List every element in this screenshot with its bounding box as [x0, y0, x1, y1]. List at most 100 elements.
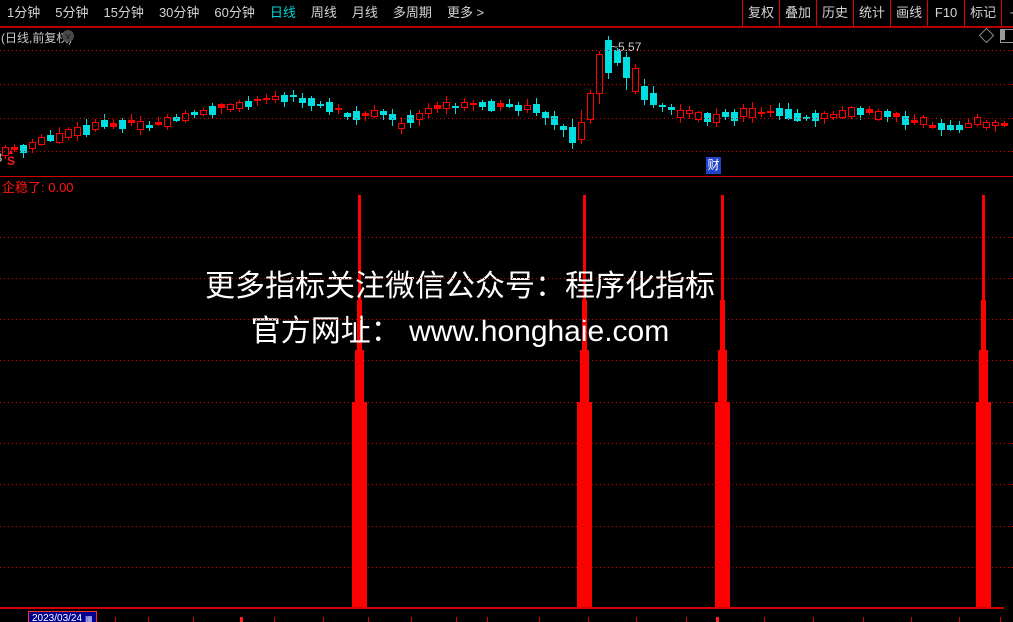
period-toolbar-left: 1分钟 5分钟 15分钟 30分钟 60分钟 日线 周线 月线 多周期 更多 >: [4, 0, 487, 26]
candle-body: [965, 123, 972, 128]
period-tab-5分钟[interactable]: 5分钟: [55, 5, 89, 20]
tool-button-历史[interactable]: 历史: [816, 0, 853, 26]
tool-button-画线[interactable]: 画线: [890, 0, 927, 26]
chart-period-title: (日线,前复权): [1, 31, 73, 45]
tool-button-标记[interactable]: 标记: [964, 0, 1001, 26]
candle-body: [740, 108, 747, 117]
candle-body: [794, 113, 801, 121]
axis-tick: [274, 617, 275, 622]
candle-body: [596, 54, 603, 94]
chevron-down-icon[interactable]: v: [62, 30, 74, 42]
candle-wick: [158, 117, 159, 126]
candle-body: [452, 106, 459, 108]
gridline: [0, 118, 1013, 119]
candle-body: [659, 105, 666, 107]
candle-body: [209, 106, 216, 115]
candle-body: [461, 102, 468, 108]
candle-body: [614, 50, 621, 63]
candle-body: [56, 133, 63, 143]
tool-button-F10[interactable]: F10: [927, 0, 964, 26]
axis-tick: [411, 617, 412, 622]
period-tab-更多>[interactable]: 更多 >: [446, 5, 485, 20]
candle-body: [272, 96, 279, 100]
tool-button-叠加[interactable]: 叠加: [779, 0, 816, 26]
candle-wick: [896, 112, 897, 122]
candle-body: [119, 120, 126, 129]
candle-body: [947, 125, 954, 130]
gridline: [0, 84, 1013, 85]
candle-body: [263, 98, 270, 100]
period-tab-日线[interactable]: 日线: [269, 5, 296, 20]
gridline: [0, 402, 1013, 403]
candle-body: [308, 98, 315, 106]
candle-body: [173, 117, 180, 121]
period-tab-月线[interactable]: 月线: [351, 5, 378, 20]
candle-body: [542, 112, 549, 118]
calendar-icon: ▦: [85, 614, 93, 622]
candle-body: [65, 129, 72, 138]
candle-body: [380, 111, 387, 115]
candle-body: [281, 95, 288, 102]
candle-body: [398, 123, 405, 129]
candle-body: [695, 112, 702, 120]
candle-body: [587, 93, 594, 120]
candle-body: [83, 125, 90, 135]
candle-body: [326, 102, 333, 112]
period-tab-15分钟[interactable]: 15分钟: [103, 5, 144, 20]
gridline: [0, 567, 1013, 568]
candle-body: [569, 127, 576, 143]
gridline: [0, 50, 1013, 51]
candle-body: [47, 135, 54, 141]
axis-tick: [686, 617, 687, 622]
axis-tick: [115, 617, 116, 622]
candle-body: [911, 120, 918, 123]
candle-body: [11, 147, 18, 150]
axis-tick: [539, 617, 540, 622]
candle-body: [848, 107, 855, 117]
candle-body: [218, 104, 225, 108]
gridline: [0, 360, 1013, 361]
candle-body: [875, 111, 882, 120]
axis-tick: [813, 617, 814, 622]
date-label[interactable]: 2023/03/24 ▦: [28, 611, 97, 622]
diamond-icon[interactable]: [978, 27, 995, 44]
candle-body: [920, 117, 927, 125]
candle-body: [497, 103, 504, 107]
news-badge[interactable]: 财: [706, 157, 721, 174]
peak-price-label: ~5.57: [611, 40, 642, 54]
candle-body: [677, 110, 684, 118]
candle-body: [884, 111, 891, 117]
candle-body: [443, 102, 450, 109]
axis-tick: [911, 617, 912, 622]
gridline: [0, 237, 1013, 238]
candle-body: [137, 121, 144, 130]
period-tab-30分钟[interactable]: 30分钟: [158, 5, 200, 20]
candle-body: [434, 105, 441, 109]
tool-button-统计[interactable]: 统计: [853, 0, 890, 26]
candle-wick: [221, 103, 222, 114]
axis-tick: [323, 617, 324, 622]
tool-button-+自[interactable]: +自: [1001, 0, 1013, 26]
candle-body: [893, 113, 900, 117]
candle-body: [605, 40, 612, 73]
tool-button-复权[interactable]: 复权: [742, 0, 779, 26]
period-toolbar: 1分钟 5分钟 15分钟 30分钟 60分钟 日线 周线 月线 多周期 更多 > 复权 叠加 历史 统计…: [0, 0, 1013, 28]
split-panel-icon[interactable]: [1000, 29, 1013, 43]
candle-body: [191, 112, 198, 115]
candle-body: [641, 86, 648, 100]
candle-body: [389, 114, 396, 120]
period-tab-多周期[interactable]: 多周期: [392, 5, 432, 20]
candle-body: [722, 112, 729, 117]
candle-body: [101, 120, 108, 127]
candle-body: [938, 123, 945, 130]
candle-body: [506, 104, 513, 107]
candle-body: [857, 108, 864, 115]
candle-body: [227, 104, 234, 110]
candle-body: [128, 120, 135, 123]
period-tab-60分钟[interactable]: 60分钟: [214, 5, 255, 20]
candle-body: [200, 110, 207, 115]
period-tab-周线[interactable]: 周线: [310, 5, 337, 20]
candle-body: [632, 68, 639, 92]
period-tab-1分钟[interactable]: 1分钟: [7, 5, 41, 20]
candle-wick: [473, 100, 474, 111]
